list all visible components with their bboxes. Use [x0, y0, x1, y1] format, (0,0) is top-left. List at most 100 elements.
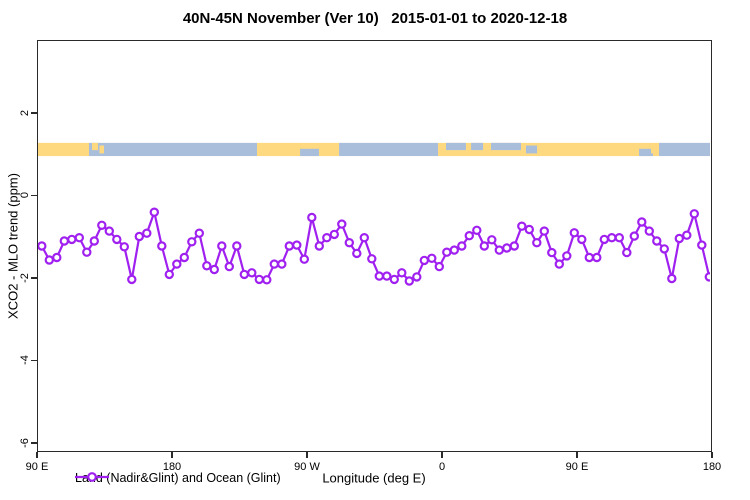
data-point-marker — [112, 234, 122, 245]
data-point-marker — [209, 264, 219, 275]
data-point-marker — [254, 274, 264, 285]
data-point-marker — [704, 272, 710, 282]
land-ocean-band-segment — [99, 145, 104, 154]
data-point-marker — [614, 232, 625, 243]
land-ocean-band-segment — [92, 142, 98, 151]
data-point-marker — [607, 232, 617, 243]
data-point-marker — [157, 241, 167, 251]
x-tick-label: 90 W — [294, 461, 320, 473]
data-point-marker — [194, 228, 204, 238]
x-tick-label: 180 — [162, 461, 182, 473]
data-point-marker — [547, 247, 557, 258]
land-ocean-band-segment — [38, 142, 89, 157]
data-point-marker — [389, 274, 399, 285]
data-point-marker — [412, 272, 422, 282]
data-point-marker — [142, 228, 152, 238]
data-point-marker — [284, 241, 294, 251]
data-point-marker — [532, 237, 542, 248]
plot-area: Land (Nadir&Glint) and Ocean (Glint) — [37, 40, 712, 485]
y-tick-label: -2 — [19, 273, 31, 283]
x-tick-label: 0 — [438, 461, 446, 473]
data-point-marker — [202, 261, 212, 271]
data-point-marker — [442, 247, 452, 257]
data-point-marker — [59, 236, 69, 246]
data-point-marker — [239, 269, 249, 280]
x-tick-label: 90 E — [25, 461, 49, 473]
data-point-marker — [314, 241, 324, 251]
data-point-marker — [599, 234, 610, 245]
y-tick-mark — [31, 359, 37, 362]
data-point-marker — [352, 248, 362, 259]
data-point-marker — [517, 221, 527, 231]
data-point-marker — [449, 245, 459, 255]
data-point-marker — [44, 255, 55, 265]
data-point-marker — [457, 241, 467, 251]
data-point-marker — [307, 212, 317, 223]
x-tick-mark — [441, 452, 443, 458]
x-tick-mark — [576, 452, 578, 458]
data-point-marker — [374, 271, 384, 281]
data-point-marker — [487, 235, 497, 245]
data-point-marker — [359, 232, 369, 243]
land-ocean-band-segment — [471, 142, 484, 151]
data-point-marker — [464, 230, 474, 241]
legend-label: Land (Nadir&Glint) and Ocean (Glint) — [75, 471, 281, 485]
data-point-marker — [127, 274, 137, 285]
data-point-marker — [509, 241, 519, 251]
x-tick-mark — [36, 452, 38, 458]
data-point-marker — [577, 234, 587, 245]
data-point-marker — [269, 259, 279, 269]
data-point-marker — [277, 259, 287, 269]
data-point-marker — [674, 233, 685, 244]
land-ocean-band-segment — [339, 142, 439, 157]
data-point-marker — [67, 234, 77, 245]
data-point-marker — [419, 255, 429, 266]
data-point-marker — [52, 252, 62, 263]
data-point-marker — [262, 275, 272, 285]
land-ocean-band-segment — [89, 142, 257, 157]
data-point-marker — [637, 217, 647, 227]
y-tick-label: 2 — [19, 109, 31, 117]
land-ocean-band-segment — [446, 142, 466, 151]
data-point-marker — [502, 243, 512, 253]
data-point-marker — [134, 231, 145, 242]
data-point-marker — [397, 268, 407, 278]
data-point-marker — [337, 219, 347, 229]
land-ocean-band-segment — [651, 145, 658, 154]
data-point-marker — [622, 247, 632, 258]
data-point-marker — [149, 207, 160, 217]
data-point-marker — [434, 261, 444, 272]
data-point-marker — [659, 244, 670, 254]
legend: Land (Nadir&Glint) and Ocean (Glint) — [75, 471, 281, 485]
x-axis-label: Longitude (deg E) — [322, 470, 426, 486]
chart-title: 40N-45N November (Ver 10) 2015-01-01 to … — [182, 10, 568, 27]
y-tick-mark — [31, 112, 37, 114]
data-point-marker — [584, 252, 595, 263]
data-point-marker — [187, 237, 197, 247]
data-point-marker — [629, 231, 640, 241]
data-point-marker — [554, 259, 565, 269]
land-ocean-band-segment — [525, 145, 538, 154]
land-ocean-band-segment — [491, 142, 521, 151]
data-point-marker — [82, 247, 92, 257]
data-point-marker — [494, 245, 504, 255]
x-tick-label: 90 E — [565, 461, 589, 473]
data-point-marker — [592, 252, 602, 263]
land-ocean-band-segment — [659, 142, 710, 157]
legend-line-marker-icon — [75, 472, 109, 482]
data-point-marker — [569, 228, 580, 238]
x-tick-mark — [306, 452, 308, 458]
x-tick-mark — [711, 452, 713, 458]
data-point-marker — [217, 241, 227, 251]
data-point-marker — [172, 259, 182, 269]
data-point-marker — [292, 240, 302, 250]
data-point-marker — [164, 269, 175, 280]
data-point-marker — [539, 226, 549, 236]
data-point-marker — [697, 240, 707, 250]
data-point-marker — [344, 237, 354, 248]
data-point-marker — [322, 232, 332, 243]
data-point-marker — [382, 271, 392, 281]
data-point-marker — [299, 254, 309, 264]
x-tick-label: 180 — [702, 461, 722, 473]
